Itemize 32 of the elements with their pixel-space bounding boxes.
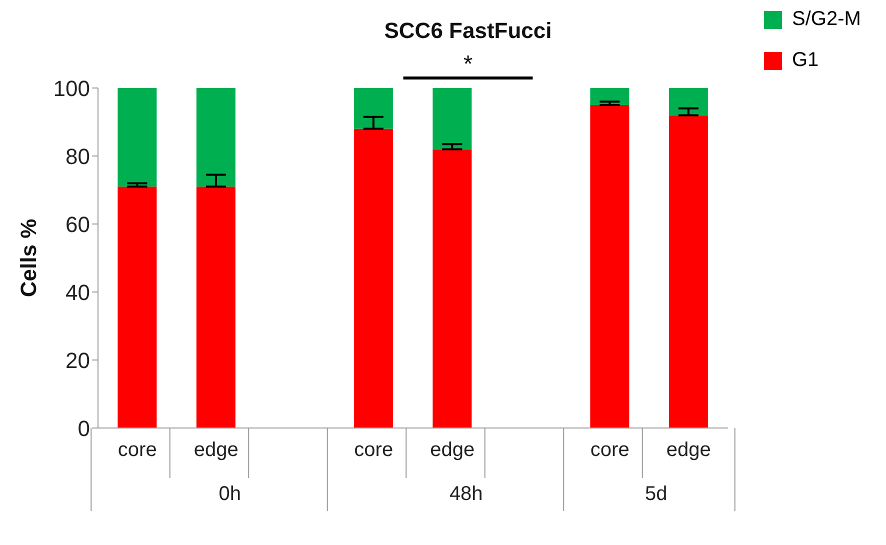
bar xyxy=(668,115,708,428)
text: 48h xyxy=(449,483,483,505)
y-tick-label: 100 xyxy=(53,76,90,101)
y-tick-label: 0 xyxy=(78,416,90,441)
bar xyxy=(118,88,157,187)
text: 5d xyxy=(645,483,668,505)
legend-label: S/G2-M xyxy=(792,8,861,31)
significance-bracket: * xyxy=(403,51,533,80)
x-tick-label: edge xyxy=(430,439,475,461)
y-axis-title: Cells % xyxy=(16,218,41,298)
y-tick-label: 60 xyxy=(66,212,90,237)
bar xyxy=(668,88,708,116)
bar xyxy=(196,186,236,428)
x-tick-label: edge xyxy=(666,439,711,461)
x-tick-label: edge xyxy=(194,439,238,461)
x-tick-label: core xyxy=(590,439,630,461)
y-tick-label: 80 xyxy=(66,144,90,169)
bar xyxy=(432,149,472,428)
bar xyxy=(354,128,393,428)
text: 0h xyxy=(218,483,241,505)
legend-label: G1 xyxy=(792,49,819,72)
bar xyxy=(118,186,157,428)
bar xyxy=(590,105,630,428)
bar xyxy=(432,88,472,150)
bar xyxy=(354,88,393,129)
bar xyxy=(196,88,236,187)
x-tick-label: core xyxy=(118,439,157,461)
y-tick-label: 40 xyxy=(66,280,90,305)
chart-title: SCC6 FastFucci xyxy=(384,18,552,43)
x-tick-label: core xyxy=(354,439,394,461)
y-tick-label: 20 xyxy=(66,348,90,373)
bar xyxy=(590,88,630,105)
